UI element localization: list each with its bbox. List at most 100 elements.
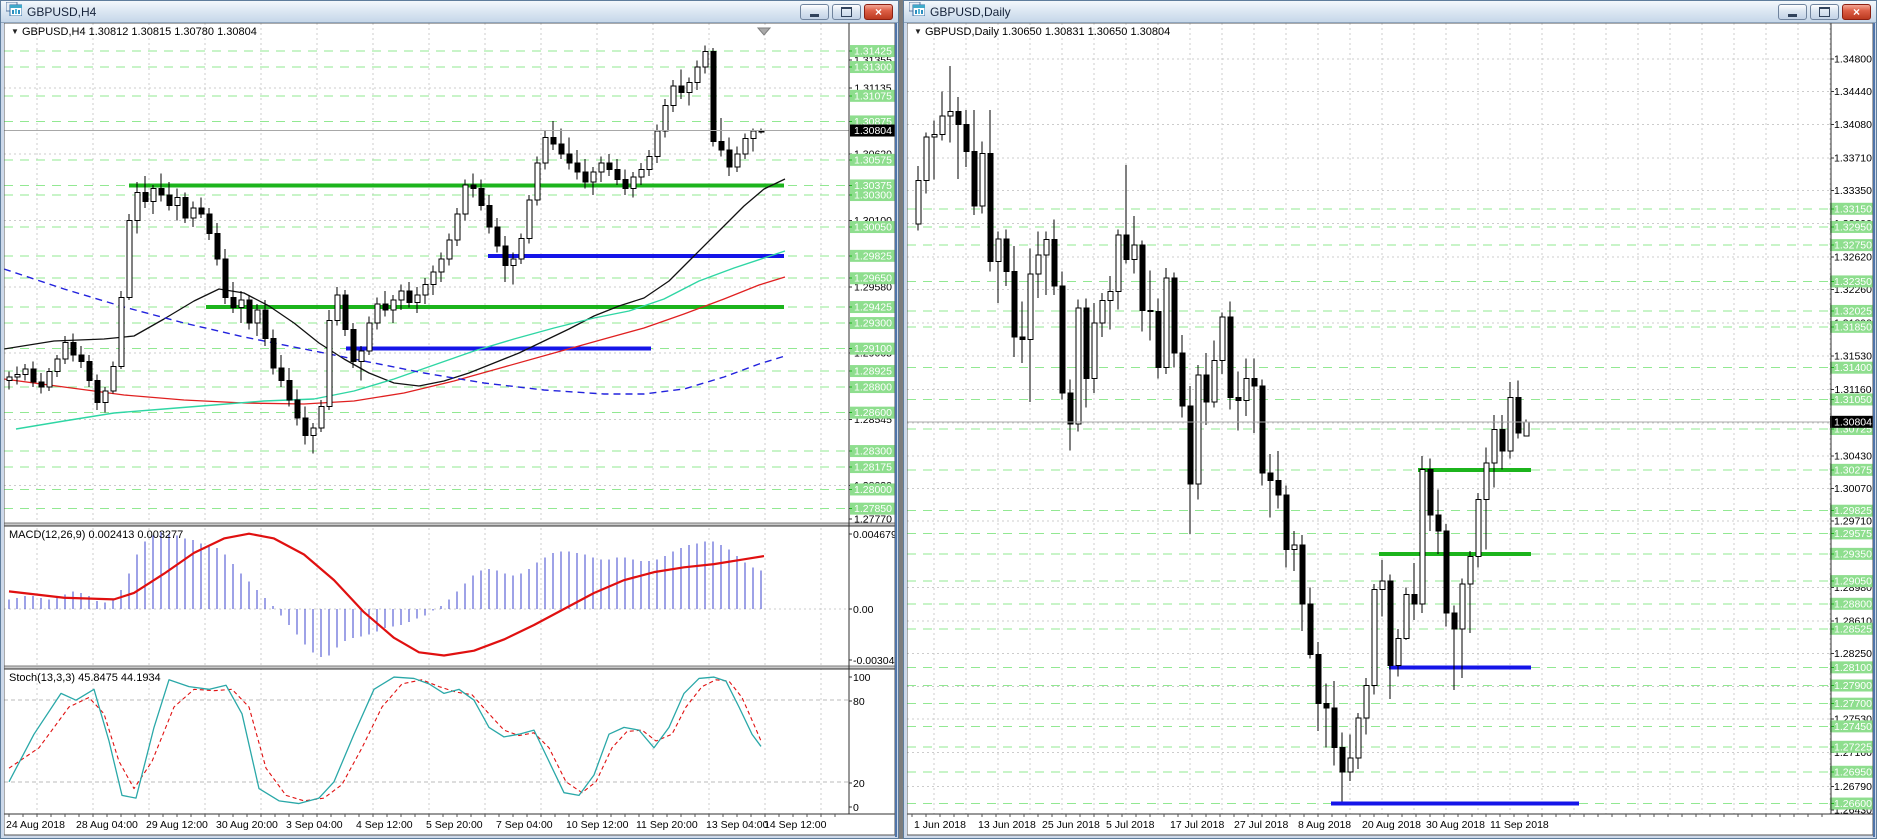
candle-body	[1235, 397, 1242, 401]
candle-body	[931, 133, 938, 138]
maximize-icon	[841, 6, 852, 17]
level-label-bg	[1830, 547, 1875, 560]
candle-body	[1435, 514, 1442, 532]
candle-body	[1507, 397, 1514, 452]
candle-body	[582, 171, 589, 183]
candle-body	[1323, 703, 1330, 709]
current-price-label: 1.30804	[1834, 416, 1872, 428]
candle-body	[38, 381, 45, 388]
candle-body	[670, 85, 677, 106]
level-label-bg	[1830, 622, 1875, 635]
time-label: 24 Aug 2018	[6, 819, 65, 831]
candle-body	[630, 176, 637, 190]
time-axis[interactable]: 1 Jun 2018 13 Jun 2018 25 Jun 2018 5 Jul 20…	[907, 813, 1873, 831]
level-label-bg	[1830, 740, 1875, 753]
candle-body	[702, 51, 709, 68]
time-label: 27 Jul 2018	[1234, 819, 1288, 831]
candle-body	[318, 405, 325, 429]
price-level-label: 1.28300	[854, 446, 892, 458]
minimize-button[interactable]	[800, 3, 829, 20]
minimize-button[interactable]	[1778, 3, 1807, 20]
price-axis[interactable]: 1.34800 1.34440 1.34080 1.33710 1.33350 1.329…	[1830, 53, 1875, 817]
candle-body	[566, 153, 573, 164]
level-label-bg	[1830, 697, 1875, 710]
candle-body	[1347, 757, 1354, 773]
candle-body	[1155, 310, 1162, 369]
arrow-down-marker[interactable]	[756, 27, 772, 36]
price-level-label: 1.28600	[854, 407, 892, 419]
pane-separator	[4, 523, 895, 526]
price-level-label: 1.29575	[1834, 528, 1872, 540]
window-inner-edge	[895, 1, 897, 837]
chart-icon	[5, 1, 23, 21]
candle-body	[686, 81, 693, 94]
price-axis[interactable]: 1.311351.306201.301001.295801.290651.285…	[849, 45, 896, 525]
maximize-button[interactable]	[832, 3, 861, 20]
candle-body	[590, 171, 597, 183]
candle-body	[310, 427, 317, 437]
sr-lines-layer[interactable]	[1331, 467, 1579, 806]
close-button[interactable]: ×	[864, 3, 893, 20]
time-label: 10 Sep 12:00	[566, 819, 629, 831]
candle-body	[110, 366, 117, 392]
time-label: 13 Sep 04:00	[706, 819, 769, 831]
candle-body	[1059, 285, 1066, 394]
candle-body	[478, 188, 485, 206]
price-grid-label: 1.29580	[854, 282, 892, 294]
price-grid-label: 1.34440	[1834, 86, 1872, 98]
candle-body	[342, 294, 349, 330]
candle-body	[46, 371, 53, 388]
candle-body	[1219, 316, 1226, 361]
level-label-bg	[850, 301, 896, 314]
price-grid-label: 1.34080	[1834, 119, 1872, 131]
current-price-label-bg	[1830, 415, 1875, 428]
time-label: 5 Jul 2018	[1106, 819, 1155, 831]
level-label-bg	[850, 61, 896, 74]
chart-window-h4[interactable]: GBPUSD,H4 × MACD(12,26,9) 0.002413 0.003…	[0, 0, 899, 839]
candle-body	[198, 207, 205, 215]
candle-body	[1211, 359, 1218, 403]
price-level-label: 1.31400	[1834, 362, 1872, 374]
window-title: GBPUSD,Daily	[930, 4, 1011, 19]
candle-body	[915, 180, 922, 225]
time-axis[interactable]: 24 Aug 2018 28 Aug 04:00 29 Aug 12:00 30 Au…	[4, 813, 895, 831]
time-label: 29 Aug 12:00	[146, 819, 208, 831]
candle-body	[222, 258, 229, 298]
ma-teal	[15, 250, 786, 430]
macd-pane: MACD(12,26,9) 0.002413 0.003277 0.004679 0…	[4, 529, 897, 667]
maximize-button[interactable]	[1810, 3, 1839, 20]
level-label-bg	[1830, 720, 1875, 733]
level-label-bg	[850, 89, 896, 102]
level-label-bg	[1830, 202, 1875, 215]
candle-body	[334, 294, 341, 321]
candle-body	[558, 143, 565, 155]
titlebar-daily[interactable]: GBPUSD,Daily ×	[904, 1, 1876, 23]
price-level-label: 1.30575	[854, 154, 892, 166]
close-button[interactable]: ×	[1842, 3, 1871, 20]
current-price-label: 1.30804	[854, 125, 892, 137]
candle-body	[286, 380, 293, 401]
level-label-bg	[1830, 797, 1875, 810]
candle-body	[470, 184, 477, 190]
price-level-label: 1.29050	[1834, 576, 1872, 588]
titlebar-h4[interactable]: GBPUSD,H4 ×	[1, 1, 898, 23]
candle-body	[430, 271, 437, 286]
sr-lines-layer[interactable]	[129, 183, 784, 351]
candle-body	[963, 123, 970, 153]
ohlc-info-h4: ▼ GBPUSD,H4 1.30812 1.30815 1.30780 1.30…	[11, 26, 257, 38]
daily-chart-canvas[interactable]: 1.34800 1.34440 1.34080 1.33710 1.33350 1.329…	[907, 1, 1875, 837]
h4-chart-canvas[interactable]: MACD(12,26,9) 0.002413 0.003277 0.004679 0…	[4, 1, 897, 837]
candle-body	[214, 232, 221, 260]
candle-body	[1203, 374, 1210, 403]
candle-body	[390, 299, 397, 311]
candle-body	[302, 417, 309, 437]
candle-body	[1051, 239, 1058, 287]
time-label: 17 Jul 2018	[1170, 819, 1224, 831]
candle-body	[1307, 603, 1314, 656]
candle-body	[446, 239, 453, 260]
candle-body	[1099, 300, 1106, 324]
chart-window-daily[interactable]: GBPUSD,Daily × 1.34800 1.34440 1.34080 1.33…	[903, 0, 1877, 839]
level-label-bg	[1830, 575, 1875, 588]
time-label: 13 Jun 2018	[978, 819, 1036, 831]
candle-body	[939, 115, 946, 135]
